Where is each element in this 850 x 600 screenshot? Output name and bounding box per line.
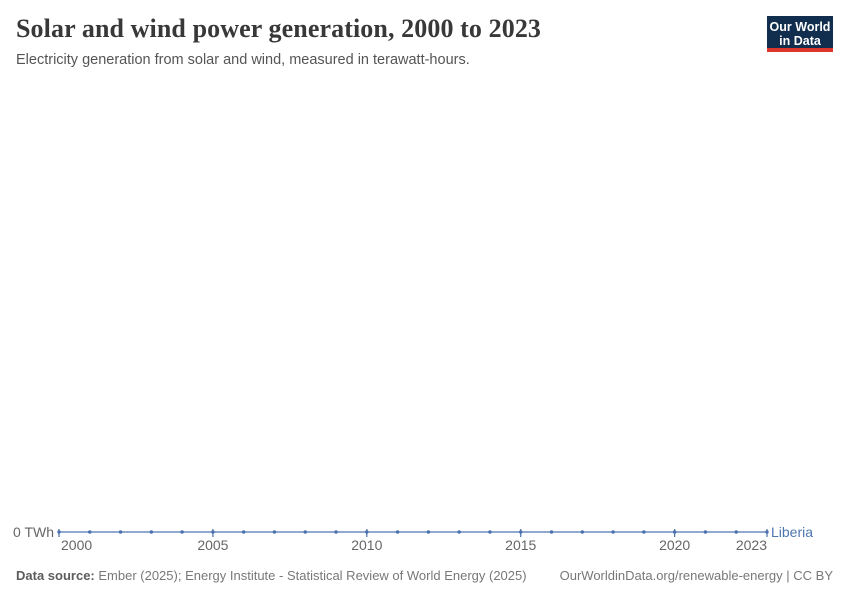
data-point bbox=[241, 530, 246, 534]
data-point bbox=[426, 530, 431, 534]
data-point bbox=[672, 530, 677, 534]
x-axis-tick-label: 2015 bbox=[505, 537, 537, 553]
data-source-note: Data source: Ember (2025); Energy Instit… bbox=[16, 568, 527, 583]
owid-logo-line1: Our World bbox=[769, 20, 831, 34]
data-point bbox=[395, 530, 400, 534]
data-point bbox=[549, 530, 554, 534]
data-point bbox=[88, 530, 92, 534]
x-axis-tick-label: 2000 bbox=[61, 537, 93, 553]
chart-footer: Data source: Ember (2025); Energy Instit… bbox=[16, 568, 833, 583]
data-point bbox=[488, 530, 492, 534]
owid-logo[interactable]: Our World in Data bbox=[767, 16, 833, 52]
data-point bbox=[272, 530, 277, 534]
data-point bbox=[703, 530, 708, 534]
data-point bbox=[118, 530, 123, 534]
chart-title: Solar and wind power generation, 2000 to… bbox=[16, 14, 542, 43]
x-axis-tick-label: 2023 bbox=[735, 537, 767, 553]
data-point bbox=[211, 530, 215, 534]
data-point bbox=[457, 530, 461, 534]
y-axis-zero-label: 0 TWh bbox=[13, 524, 54, 540]
data-point bbox=[303, 530, 307, 534]
data-point bbox=[580, 530, 585, 534]
data-point bbox=[765, 530, 769, 534]
data-point bbox=[180, 530, 184, 534]
data-point bbox=[149, 530, 154, 534]
chart-subtitle: Electricity generation from solar and wi… bbox=[16, 52, 470, 68]
data-point bbox=[365, 530, 369, 534]
x-axis-tick-label: 2005 bbox=[197, 537, 229, 553]
data-point bbox=[519, 530, 523, 534]
data-point bbox=[734, 530, 738, 534]
data-point bbox=[57, 530, 61, 534]
data-source-text: Ember (2025); Energy Institute - Statist… bbox=[94, 568, 527, 583]
owid-url-and-license[interactable]: OurWorldinData.org/renewable-energy | CC… bbox=[559, 568, 833, 583]
data-point bbox=[334, 530, 338, 534]
data-source-label: Data source: bbox=[16, 568, 95, 583]
data-point bbox=[611, 530, 615, 534]
x-axis-tick-label: 2010 bbox=[351, 537, 383, 553]
x-axis-tick-label: 2020 bbox=[659, 537, 691, 553]
owid-logo-line2: in Data bbox=[779, 34, 821, 49]
data-point bbox=[642, 530, 646, 534]
series-label-liberia[interactable]: Liberia bbox=[771, 524, 814, 540]
